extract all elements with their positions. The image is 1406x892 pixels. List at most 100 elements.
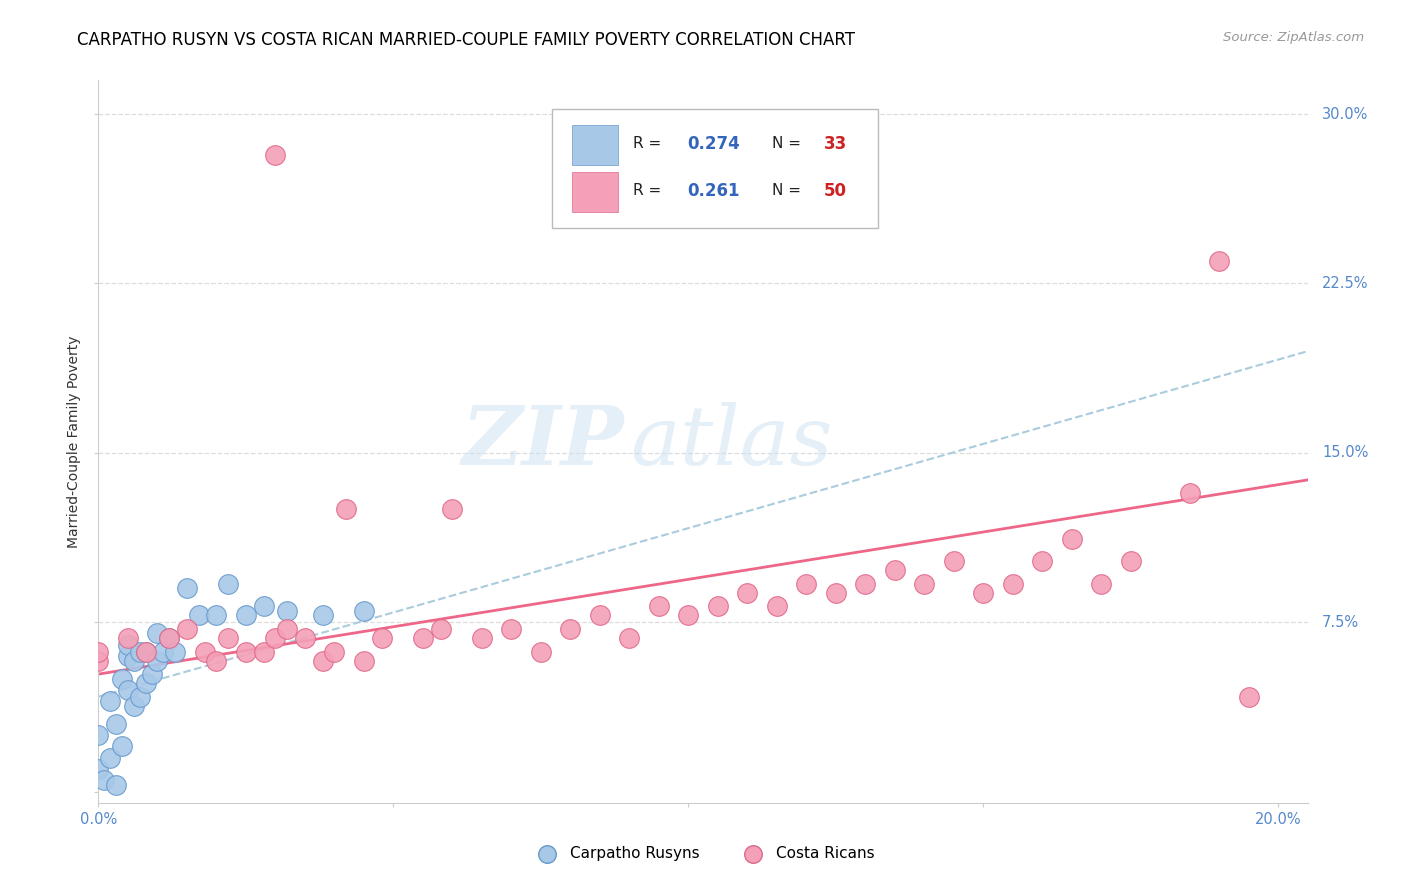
Point [912, 576, 935, 591]
Text: N =: N = [772, 184, 806, 198]
Point [264, 631, 287, 645]
Point [87, 654, 110, 668]
Point [205, 654, 228, 668]
Text: R =: R = [633, 136, 666, 152]
Text: 0.274: 0.274 [688, 135, 740, 153]
Point [176, 582, 198, 596]
Point [560, 622, 582, 636]
Point [128, 644, 150, 658]
Point [1208, 253, 1230, 268]
Text: CARPATHO RUSYN VS COSTA RICAN MARRIED-COUPLE FAMILY POVERTY CORRELATION CHART: CARPATHO RUSYN VS COSTA RICAN MARRIED-CO… [77, 31, 855, 49]
Point [353, 654, 375, 668]
Text: 33: 33 [824, 135, 848, 153]
Text: ZIP: ZIP [461, 401, 624, 482]
Point [152, 644, 174, 658]
Point [87, 728, 110, 742]
Point [146, 626, 169, 640]
Point [1090, 576, 1112, 591]
Point [122, 654, 145, 668]
Point [117, 631, 139, 645]
Point [883, 563, 905, 577]
Point [205, 608, 228, 623]
Point [735, 586, 758, 600]
Point [122, 698, 145, 713]
Point [429, 622, 451, 636]
Point [252, 644, 274, 658]
Point [135, 644, 157, 658]
Point [276, 622, 298, 636]
Point [105, 778, 128, 792]
FancyBboxPatch shape [572, 125, 619, 165]
Point [194, 644, 217, 658]
Point [370, 631, 392, 645]
Point [294, 631, 316, 645]
Point [98, 750, 121, 764]
Point [765, 599, 787, 614]
Point [252, 599, 274, 614]
Text: 30.0%: 30.0% [1322, 107, 1368, 121]
Point [157, 631, 180, 645]
FancyBboxPatch shape [572, 172, 619, 211]
Point [264, 148, 287, 162]
Point [165, 644, 187, 658]
Text: 22.5%: 22.5% [1322, 276, 1368, 291]
Point [176, 622, 198, 636]
Text: R =: R = [633, 184, 666, 198]
Point [353, 604, 375, 618]
Point [98, 694, 121, 708]
Point [589, 608, 612, 623]
Point [105, 716, 128, 731]
Text: N =: N = [772, 136, 806, 152]
Point [794, 576, 817, 591]
FancyBboxPatch shape [551, 109, 879, 228]
Point [942, 554, 965, 568]
Point [87, 762, 110, 776]
Point [1060, 532, 1083, 546]
Point [1237, 690, 1260, 704]
Point [117, 682, 139, 697]
Point [441, 502, 464, 516]
Point [501, 622, 523, 636]
Point [111, 672, 134, 686]
Point [128, 690, 150, 704]
Point [157, 631, 180, 645]
Point [93, 773, 115, 788]
Point [187, 608, 209, 623]
Point [471, 631, 494, 645]
Point [323, 644, 346, 658]
Point [217, 631, 239, 645]
Point [87, 644, 110, 658]
Point [678, 608, 700, 623]
Point [530, 644, 553, 658]
Text: Source: ZipAtlas.com: Source: ZipAtlas.com [1223, 31, 1364, 45]
Point [824, 586, 846, 600]
Point [1001, 576, 1024, 591]
Point [706, 599, 728, 614]
Point [146, 654, 169, 668]
Point [619, 631, 641, 645]
Point [111, 739, 134, 754]
Point [135, 644, 157, 658]
Point [117, 638, 139, 652]
Point [235, 644, 257, 658]
Point [311, 654, 333, 668]
Point [1031, 554, 1053, 568]
Point [235, 608, 257, 623]
Text: 0.261: 0.261 [688, 182, 740, 200]
Point [972, 586, 994, 600]
Y-axis label: Married-Couple Family Poverty: Married-Couple Family Poverty [67, 335, 82, 548]
Point [311, 608, 333, 623]
Point [217, 576, 239, 591]
Point [117, 648, 139, 663]
Text: 50: 50 [824, 182, 846, 200]
Point [1119, 554, 1142, 568]
Point [335, 502, 357, 516]
Point [135, 676, 157, 690]
Text: atlas: atlas [630, 401, 832, 482]
Point [1178, 486, 1201, 500]
Text: 7.5%: 7.5% [1322, 615, 1360, 630]
Point [141, 667, 163, 681]
Point [853, 576, 876, 591]
Point [412, 631, 434, 645]
Point [648, 599, 671, 614]
